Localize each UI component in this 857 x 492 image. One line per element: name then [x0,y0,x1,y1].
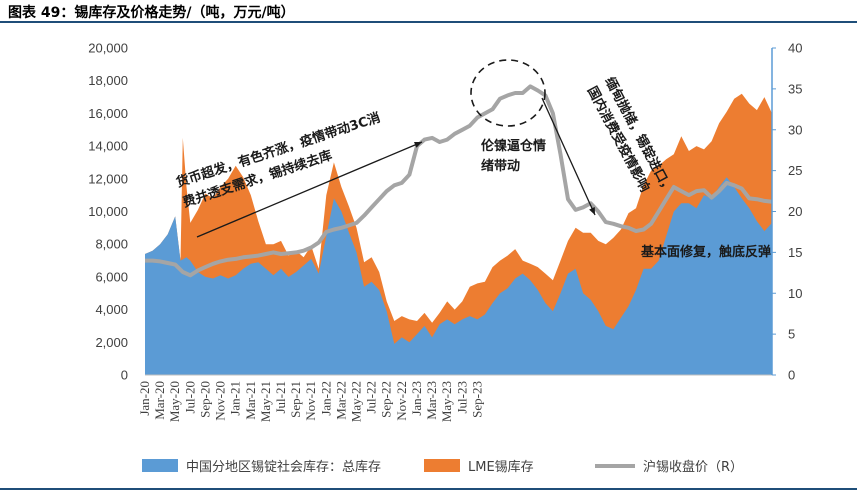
series-area-china [145,177,772,375]
annotation-recovery-line: 基本面修复，触底反弹 [640,244,771,260]
y-left-tick-label: 0 [121,368,128,383]
title-rule [0,21,857,23]
x-tick-label: May-20 [167,381,182,422]
y-left-tick-label: 18,000 [88,73,128,88]
arrow-down-head [589,207,595,215]
y-left-tick-label: 6,000 [95,269,128,284]
y-right-tick-label: 30 [788,122,802,137]
y-right-tick-label: 40 [788,41,802,56]
x-tick-label: Jan-20 [137,381,152,416]
x-tick-label: Nov-22 [394,381,409,421]
x-tick-label: Mar-21 [243,381,258,420]
figure-title: 图表 49：锡库存及价格走势/（吨，万元/吨） [8,5,295,21]
x-tick-label: May-21 [258,381,273,422]
legend-swatch [142,459,178,472]
annotation-lme-squeeze-line: 伦镍逼仓情 [481,138,546,154]
y-left-tick-label: 14,000 [88,139,128,154]
annotation-lme-squeeze-line: 绪带动 [481,158,520,174]
x-tick-label: May-22 [349,381,364,422]
y-right-tick-label: 25 [788,163,802,178]
x-tick-label: Mar-22 [333,381,348,420]
x-tick-label: Sep-23 [469,381,484,418]
y-left-tick-label: 12,000 [88,171,128,186]
legend-swatch [424,459,460,472]
y-right-tick-label: 0 [788,368,795,383]
x-tick-label: Sep-20 [197,381,212,418]
x-tick-label: Jan-22 [318,381,333,416]
legend-label: LME锡库存 [468,459,534,475]
y-left-tick-label: 10,000 [88,204,128,219]
x-tick-label: Nov-21 [303,381,318,421]
peak-ellipse [470,59,546,127]
x-tick-label: Jan-23 [409,381,424,416]
x-tick-label: Sep-22 [379,381,394,418]
y-right-tick-label: 20 [788,204,802,219]
x-tick-label: Jul-21 [273,381,288,414]
x-tick-label: Jan-21 [228,381,243,416]
legend-label: 沪锡收盘价（R） [643,459,743,475]
x-tick-label: Jul-23 [454,381,469,414]
x-tick-label: Nov-20 [213,381,228,421]
arrow-up-head [414,141,422,148]
bottom-rule [0,488,857,490]
y-right-tick-label: 10 [788,286,802,301]
arrow-up [196,141,423,238]
series-line-price [145,84,773,278]
y-right-tick-label: 5 [788,327,795,342]
legend-label: 中国分地区锡锭社会库存：总库存 [186,459,381,475]
y-left-tick-label: 4,000 [95,302,128,317]
y-left-tick-label: 2,000 [95,335,128,350]
arrow-down [541,97,596,216]
annotation-recovery: 基本面修复，触底反弹 [640,244,771,260]
y-left-tick-label: 8,000 [95,237,128,252]
x-tick-label: Mar-20 [152,381,167,420]
x-tick-label: Jul-20 [182,381,197,414]
annotation-myanmar: 缅甸抛储，锡锭进口，国内消费受疫情影响 [584,74,677,196]
x-tick-label: May-23 [439,381,454,422]
x-tick-label: Mar-23 [424,381,439,420]
y-left-tick-label: 16,000 [88,106,128,121]
y-right-tick-label: 35 [788,81,802,96]
x-tick-label: Sep-21 [288,381,303,418]
y-right-tick-label: 15 [788,245,802,260]
x-tick-label: Jul-22 [364,381,379,414]
y-left-tick-label: 20,000 [88,41,128,56]
